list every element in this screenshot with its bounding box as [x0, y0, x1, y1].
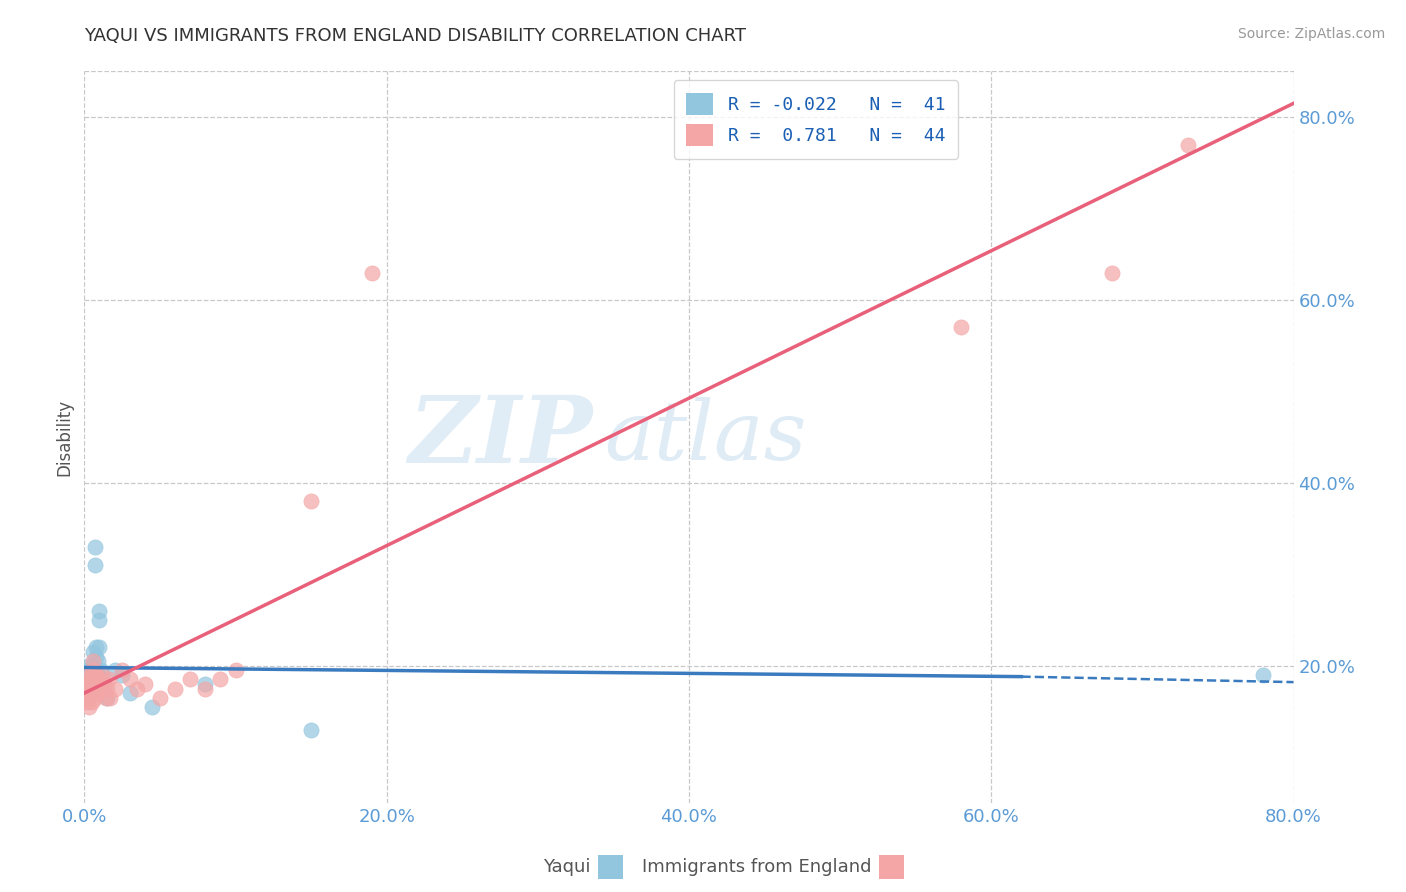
Point — [1101, 266, 1123, 280]
Point — [118, 686, 141, 700]
Point — [134, 677, 156, 691]
Point — [89, 640, 111, 655]
Point — [86, 667, 108, 681]
Point — [87, 654, 110, 668]
Point — [75, 667, 97, 681]
Point — [77, 681, 100, 696]
Point — [87, 673, 110, 687]
Point — [118, 673, 141, 687]
Point — [111, 663, 134, 677]
Point — [89, 681, 111, 696]
Point — [194, 677, 217, 691]
Point — [77, 690, 100, 705]
Point — [86, 640, 108, 655]
Point — [80, 658, 103, 673]
Point — [84, 690, 107, 705]
Point — [76, 677, 98, 691]
Point — [79, 667, 101, 681]
Text: atlas: atlas — [605, 397, 807, 477]
Point — [86, 649, 108, 664]
Point — [194, 681, 217, 696]
Point — [225, 663, 247, 677]
Point — [1177, 137, 1199, 152]
Point — [80, 667, 103, 681]
Point — [1253, 667, 1275, 681]
Point — [76, 690, 98, 705]
Point — [76, 677, 98, 691]
Point — [93, 677, 115, 691]
Point — [94, 690, 117, 705]
Point — [127, 681, 149, 696]
Point — [79, 673, 101, 687]
Text: Source: ZipAtlas.com: Source: ZipAtlas.com — [1237, 27, 1385, 41]
Point — [75, 690, 97, 705]
Point — [87, 686, 110, 700]
Point — [76, 658, 98, 673]
Point — [75, 686, 97, 700]
Point — [93, 681, 115, 696]
Point — [80, 667, 103, 681]
Point — [97, 673, 120, 687]
Point — [84, 677, 107, 691]
Point — [96, 681, 118, 696]
Point — [96, 690, 118, 705]
Point — [89, 604, 111, 618]
Point — [82, 645, 104, 659]
Point — [77, 667, 100, 681]
Text: ZIP: ZIP — [408, 392, 592, 482]
Point — [299, 494, 322, 508]
Point — [77, 673, 100, 687]
Point — [76, 695, 98, 709]
Point — [82, 663, 104, 677]
Text: Immigrants from England: Immigrants from England — [643, 858, 872, 876]
Text: Yaqui: Yaqui — [543, 858, 591, 876]
Point — [89, 673, 111, 687]
Point — [149, 690, 172, 705]
Point — [950, 320, 973, 334]
Point — [84, 558, 107, 573]
Point — [111, 667, 134, 681]
Point — [86, 681, 108, 696]
Point — [75, 681, 97, 696]
Point — [82, 654, 104, 668]
Point — [89, 613, 111, 627]
Point — [104, 663, 127, 677]
Point — [98, 690, 121, 705]
Point — [141, 699, 163, 714]
Point — [77, 681, 100, 696]
Point — [91, 673, 114, 687]
Point — [80, 695, 103, 709]
Point — [299, 723, 322, 737]
Point — [77, 699, 100, 714]
Legend: R = -0.022   N =  41, R =  0.781   N =  44: R = -0.022 N = 41, R = 0.781 N = 44 — [673, 80, 957, 159]
Text: YAQUI VS IMMIGRANTS FROM ENGLAND DISABILITY CORRELATION CHART: YAQUI VS IMMIGRANTS FROM ENGLAND DISABIL… — [84, 27, 747, 45]
Point — [76, 686, 98, 700]
Point — [91, 667, 114, 681]
Point — [80, 681, 103, 696]
Point — [84, 540, 107, 554]
Point — [179, 673, 201, 687]
Point — [360, 266, 382, 280]
Y-axis label: Disability: Disability — [55, 399, 73, 475]
Point — [90, 663, 112, 677]
Point — [79, 686, 101, 700]
Point — [82, 673, 104, 687]
Point — [209, 673, 232, 687]
Point — [79, 686, 101, 700]
Point — [79, 677, 101, 691]
Point — [165, 681, 187, 696]
Point — [104, 681, 127, 696]
Point — [80, 681, 103, 696]
Point — [77, 663, 100, 677]
Point — [86, 663, 108, 677]
Point — [82, 658, 104, 673]
Point — [75, 673, 97, 687]
Point — [87, 667, 110, 681]
